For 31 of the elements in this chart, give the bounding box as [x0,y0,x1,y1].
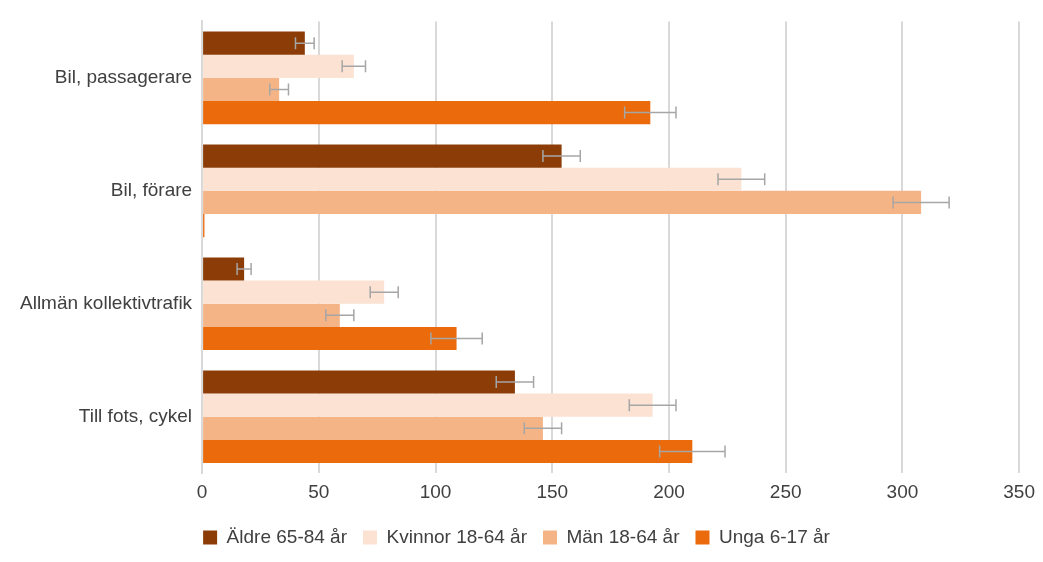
x-tick-label: 350 [1003,480,1035,502]
y-tick-label: Bil, passagerare [54,66,193,88]
x-tick-label: 250 [769,480,802,502]
bar [203,439,693,464]
bar [203,393,653,417]
bar [203,144,562,168]
bar [203,31,305,55]
legend-label: Kvinnor 18-64 år [386,525,528,547]
bar [203,370,515,394]
x-tick-label: 100 [419,480,452,502]
bar [203,257,245,281]
bar [203,77,280,102]
x-tick-label: 50 [308,480,330,502]
bar [203,303,340,327]
bar [203,54,354,78]
bar [203,280,385,304]
legend-label: Äldre 65-84 år [226,525,348,547]
legend-label: Unga 6-17 år [718,525,831,547]
bar [203,190,922,214]
legend-label: Män 18-64 år [566,525,681,547]
bar [203,167,742,191]
y-tick-label: Bil, förare [110,179,193,201]
x-tick-label: 0 [196,480,208,502]
bar [203,326,457,351]
x-tick-label: 300 [886,480,919,502]
bar [203,416,543,440]
y-tick-label: Till fots, cykel [78,404,193,426]
y-tick-label: Allmän kollektivtrafik [19,292,193,314]
bar [203,101,651,125]
x-tick-label: 150 [536,480,569,502]
x-tick-label: 200 [653,480,685,502]
